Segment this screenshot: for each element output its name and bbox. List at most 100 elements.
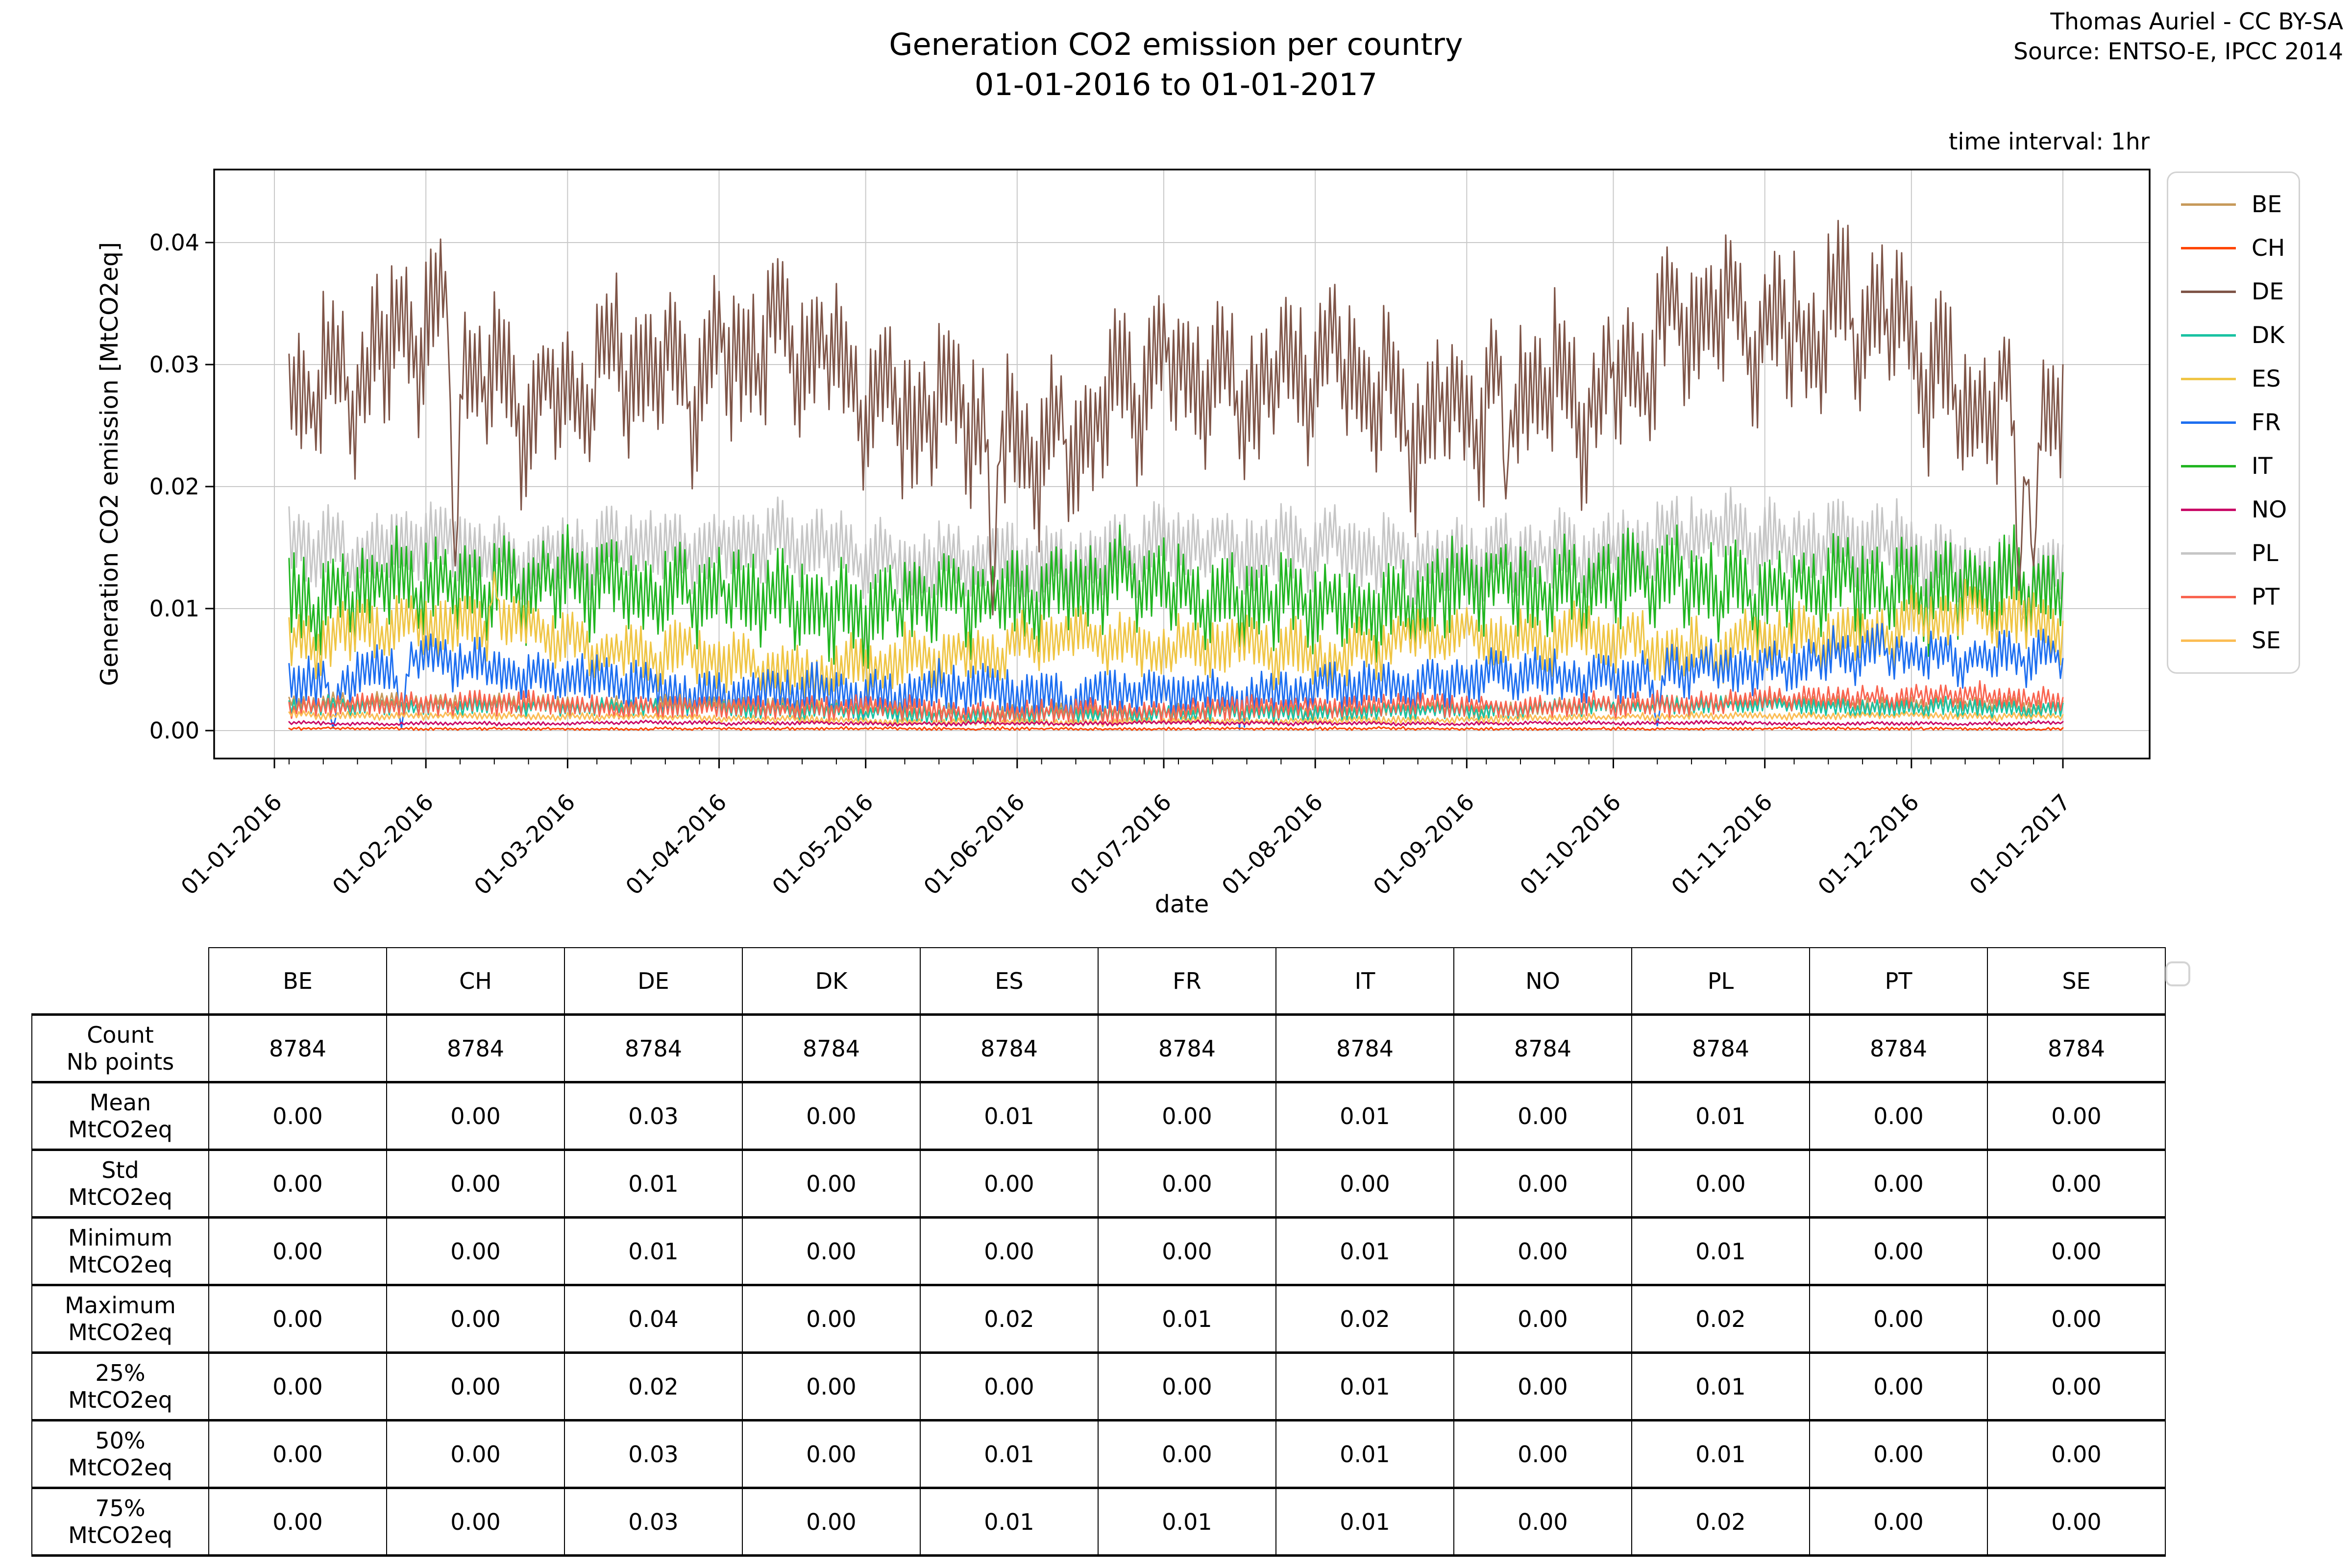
series-line-es [288, 571, 2064, 707]
chart-grid [214, 170, 2150, 759]
table-cell: 0.00 [1098, 1082, 1276, 1150]
table-cell: 0.00 [1987, 1150, 2166, 1218]
table-col-header-se: SE [1987, 947, 2166, 1015]
y-tick-label: 0.02 [149, 473, 199, 500]
chart-title: Generation CO2 emission per country 01-0… [0, 24, 2352, 105]
table-col-header-pt: PT [1809, 947, 1988, 1015]
x-tick-label: 01-02-2016 [327, 789, 439, 900]
table-cell: 0.00 [920, 1217, 1099, 1285]
table-cell: 0.00 [1453, 1352, 1632, 1421]
x-tick-label: 01-11-2016 [1666, 789, 1777, 900]
table-cell: 0.00 [742, 1352, 921, 1421]
table-cell: 0.00 [1809, 1352, 1988, 1421]
table-cell: 0.00 [1809, 1420, 1988, 1488]
table-row-label-line-2: MtCO2eq [68, 1521, 172, 1548]
legend-swatch-fr [2181, 421, 2236, 424]
empty-legend-box [2165, 961, 2190, 986]
table-cell: 0.00 [742, 1420, 921, 1488]
table-row-label-line-2: MtCO2eq [68, 1319, 172, 1346]
table-cell: 0.00 [742, 1217, 921, 1285]
table-cell: 0.00 [1453, 1285, 1632, 1353]
table-cell: 8784 [1453, 1014, 1632, 1082]
table-cell: 0.00 [1809, 1285, 1988, 1353]
table-row-label-line-1: Std [101, 1157, 139, 1184]
table-cell: 0.00 [1809, 1150, 1988, 1218]
table-cell: 0.00 [1987, 1285, 2166, 1353]
table-cell: 0.00 [208, 1082, 387, 1150]
x-tick-label: 01-05-2016 [767, 789, 878, 900]
table-cell: 0.00 [208, 1352, 387, 1421]
time-interval-note: time interval: 1hr [1948, 128, 2150, 155]
legend-label-dk: DK [2252, 322, 2285, 349]
table-col-header-fr: FR [1098, 947, 1276, 1015]
legend-item-de: DE [2168, 270, 2299, 314]
table-col-header-ch: CH [386, 947, 565, 1015]
y-tick-label: 0.03 [149, 351, 199, 378]
table-cell: 0.02 [1275, 1285, 1454, 1353]
table-col-header-be: BE [208, 947, 387, 1015]
legend-item-fr: FR [2168, 401, 2299, 444]
table-cell: 0.00 [1809, 1488, 1988, 1556]
legend-swatch-be [2181, 203, 2236, 206]
table-row-label-line-1: Mean [89, 1089, 151, 1116]
table-cell: 0.01 [920, 1488, 1099, 1556]
table-cell: 0.00 [1098, 1352, 1276, 1421]
legend-label-ch: CH [2252, 235, 2285, 262]
legend-label-pt: PT [2252, 584, 2280, 611]
table-cell: 0.00 [1809, 1082, 1988, 1150]
table-cell: 0.00 [1453, 1217, 1632, 1285]
chart-svg: 0.00 0.01 0.02 0.03 0.04 01-01-2016 01-02-2016… [96, 169, 2151, 918]
series-line-no [288, 719, 2064, 727]
table-col-header-no: NO [1453, 947, 1632, 1015]
table-cell: 0.00 [1987, 1352, 2166, 1421]
legend-swatch-se [2181, 639, 2236, 642]
chart-axes [205, 169, 2151, 768]
table-cell: 0.01 [1631, 1352, 1810, 1421]
legend-label-se: SE [2252, 627, 2281, 654]
table-cell: 8784 [386, 1014, 565, 1082]
chart-series-lines [288, 220, 2064, 731]
table-row-label: Mean MtCO2eq [31, 1082, 209, 1150]
x-axis-label: date [1155, 890, 1209, 918]
table-cell: 0.00 [742, 1285, 921, 1353]
legend-swatch-it [2181, 465, 2236, 467]
legend-label-de: DE [2252, 278, 2284, 305]
table-cell: 0.00 [208, 1217, 387, 1285]
legend-swatch-ch [2181, 247, 2236, 249]
table-col-header-pl: PL [1631, 947, 1810, 1015]
plot-border [213, 169, 2151, 760]
table-cell: 0.01 [1275, 1488, 1454, 1556]
legend-label-be: BE [2252, 191, 2282, 218]
legend-swatch-es [2181, 378, 2236, 380]
series-line-de [288, 220, 2064, 615]
table-cell: 0.00 [1098, 1217, 1276, 1285]
attribution: Thomas Auriel - CC BY-SA Source: ENTSO-E… [2013, 7, 2343, 67]
table-col-header-it: IT [1275, 947, 1454, 1015]
table-cell: 0.03 [564, 1420, 743, 1488]
legend-item-dk: DK [2168, 314, 2299, 357]
table-cell: 0.00 [386, 1285, 565, 1353]
legend-label-fr: FR [2252, 409, 2281, 436]
legend-swatch-pt [2181, 596, 2236, 598]
table-cell: 0.00 [1987, 1420, 2166, 1488]
table-cell: 0.00 [1987, 1217, 2166, 1285]
legend-swatch-dk [2181, 334, 2236, 337]
y-tick-label: 0.00 [149, 717, 199, 744]
table-row-label: Minimum MtCO2eq [31, 1217, 209, 1285]
x-tick-label: 01-08-2016 [1217, 789, 1328, 900]
table-cell: 0.00 [208, 1150, 387, 1218]
table-row: 50% MtCO2eq 0.00 0.00 0.03 0.00 0.01 0.00 0.01 0.… [31, 1420, 2166, 1488]
legend-swatch-de [2181, 291, 2236, 293]
table-cell: 0.00 [386, 1488, 565, 1556]
table-cell: 0.02 [1631, 1488, 1810, 1556]
table-cell: 8784 [742, 1014, 921, 1082]
x-tick-label: 01-03-2016 [469, 789, 580, 900]
table-col-header-dk: DK [742, 947, 921, 1015]
table-cell: 0.04 [564, 1285, 743, 1353]
table-row-label-line-2: Nb points [66, 1048, 174, 1075]
legend-label-no: NO [2252, 496, 2287, 523]
legend-swatch-pl [2181, 552, 2236, 555]
y-tick-label: 0.01 [149, 595, 199, 622]
table-cell: 0.00 [1631, 1150, 1810, 1218]
